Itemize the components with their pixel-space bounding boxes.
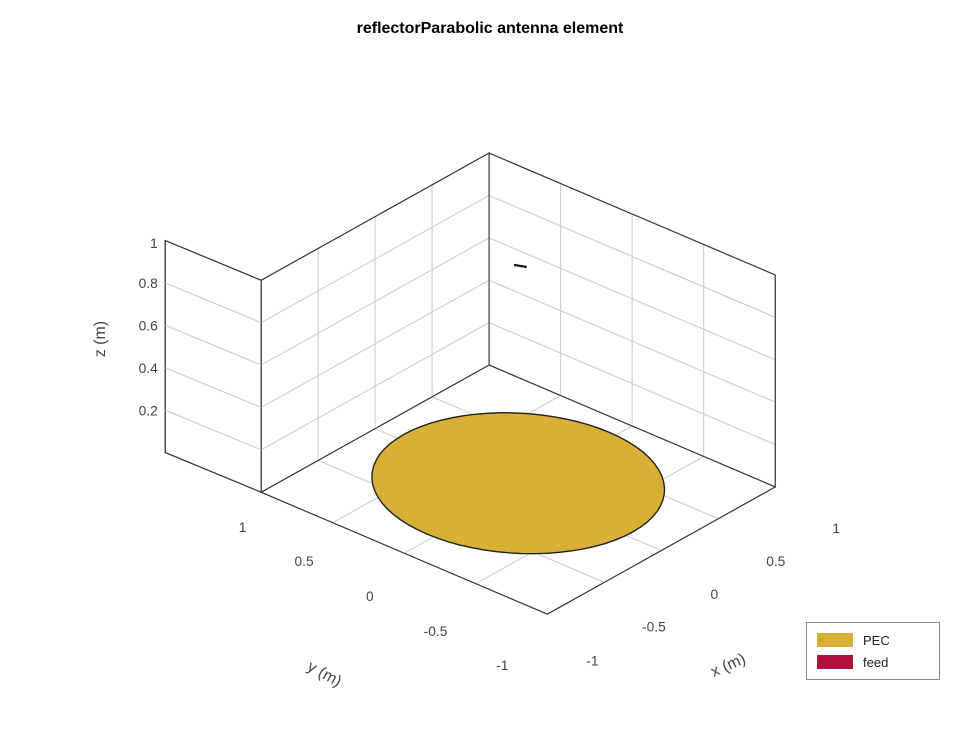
svg-text:-1: -1 bbox=[586, 654, 598, 669]
svg-text:1: 1 bbox=[239, 520, 247, 535]
z-porch bbox=[165, 240, 261, 492]
svg-text:0.5: 0.5 bbox=[766, 554, 785, 569]
x-axis-label: x (m) bbox=[708, 651, 748, 681]
svg-text:-0.5: -0.5 bbox=[424, 624, 448, 639]
legend-label-feed: feed bbox=[863, 655, 888, 670]
svg-text:1: 1 bbox=[150, 236, 158, 251]
svg-text:0.2: 0.2 bbox=[139, 403, 158, 418]
svg-text:0.5: 0.5 bbox=[295, 554, 314, 569]
legend-label-pec: PEC bbox=[863, 633, 890, 648]
legend-swatch-feed bbox=[817, 655, 853, 669]
svg-text:-0.5: -0.5 bbox=[642, 620, 666, 635]
svg-text:0: 0 bbox=[366, 589, 374, 604]
z-axis-label: z (m) bbox=[92, 321, 109, 357]
z-ticks2: 0.2 0.4 0.6 0.8 1 bbox=[139, 236, 158, 418]
svg-text:0.4: 0.4 bbox=[139, 361, 158, 376]
y-axis-label: y (m) bbox=[304, 658, 344, 690]
svg-text:0: 0 bbox=[710, 587, 718, 602]
svg-text:0.6: 0.6 bbox=[139, 319, 158, 334]
svg-text:0.8: 0.8 bbox=[139, 276, 158, 291]
svg-text:-1: -1 bbox=[496, 658, 508, 673]
figure: reflectorParabolic antenna element bbox=[0, 0, 980, 735]
legend-swatch-pec bbox=[817, 633, 853, 647]
legend-item-pec: PEC bbox=[817, 629, 929, 651]
legend-item-feed: feed bbox=[817, 651, 929, 673]
legend: PEC feed bbox=[806, 622, 940, 680]
svg-text:1: 1 bbox=[832, 521, 840, 536]
